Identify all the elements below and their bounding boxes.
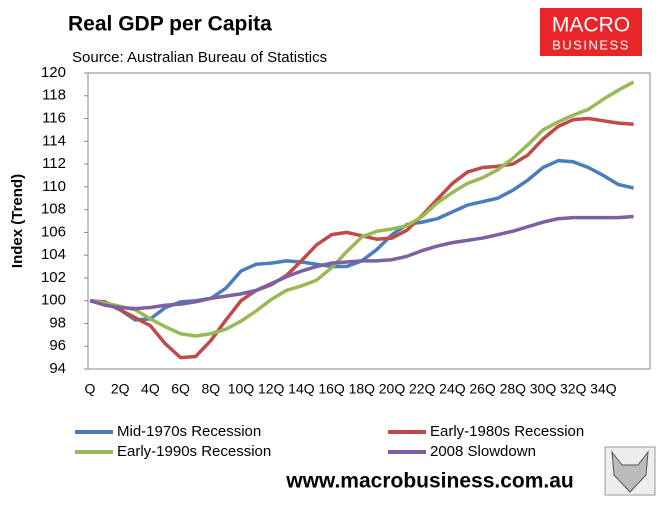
x-tick-label: 14Q	[288, 381, 315, 397]
x-tick-label: 34Q	[590, 381, 617, 397]
y-tick-label: 120	[41, 64, 66, 81]
chart-title: Real GDP per Capita	[68, 13, 272, 36]
y-tick-label: 94	[49, 360, 66, 377]
chart-subtitle: Source: Australian Bureau of Statistics	[72, 49, 327, 66]
x-tick-label: 20Q	[379, 381, 406, 397]
x-tick-label: 18Q	[349, 381, 376, 397]
y-tick-label: 118	[42, 87, 66, 104]
y-tick-label: 98	[49, 314, 66, 331]
x-tick-label: 16Q	[318, 381, 345, 397]
legend-label: Mid-1970s Recession	[117, 423, 261, 440]
x-tick-label: 32Q	[560, 381, 587, 397]
y-tick-label: 106	[41, 223, 66, 240]
y-tick-label: 100	[41, 292, 66, 309]
line-series	[89, 158, 634, 322]
line-series	[89, 214, 634, 311]
y-tick-label: 104	[41, 246, 66, 263]
x-tick-label: 8Q	[201, 381, 220, 397]
footer: www.macrobusiness.com.au	[285, 470, 573, 493]
x-tick-label: 24Q	[439, 381, 466, 397]
x-tick-label: 30Q	[530, 381, 557, 397]
y-tick-label: 112	[42, 155, 66, 172]
x-tick-label: 6Q	[171, 381, 190, 397]
x-tick-label: 2Q	[111, 381, 130, 397]
y-tick-label: 102	[41, 269, 66, 286]
logo-box	[540, 8, 642, 56]
y-axis-label: Index (Trend)	[9, 174, 26, 268]
y-tick-label: 110	[42, 178, 66, 195]
x-tick-label: Q	[85, 381, 96, 397]
y-tick-label: 114	[42, 132, 66, 149]
x-tick-label: 28Q	[500, 381, 527, 397]
legend-label: Early-1980s Recession	[430, 423, 584, 440]
line-series	[89, 80, 635, 338]
wolf-icon	[604, 446, 656, 496]
legend-label: 2008 Slowdown	[430, 443, 536, 460]
x-tick-label: 10Q	[228, 381, 255, 397]
x-tick-label: 4Q	[141, 381, 160, 397]
logo-text: BUSINESS	[552, 37, 630, 52]
y-tick-label: 96	[49, 337, 66, 354]
x-tick-label: 26Q	[469, 381, 496, 397]
y-tick-label: 116	[42, 110, 66, 127]
logo-text: MACRO	[552, 14, 630, 37]
legend-label: Early-1990s Recession	[117, 443, 271, 460]
x-tick-label: 22Q	[409, 381, 436, 397]
y-tick-label: 108	[41, 201, 66, 218]
plot-frame	[87, 72, 651, 370]
x-tick-label: 12Q	[258, 381, 285, 397]
